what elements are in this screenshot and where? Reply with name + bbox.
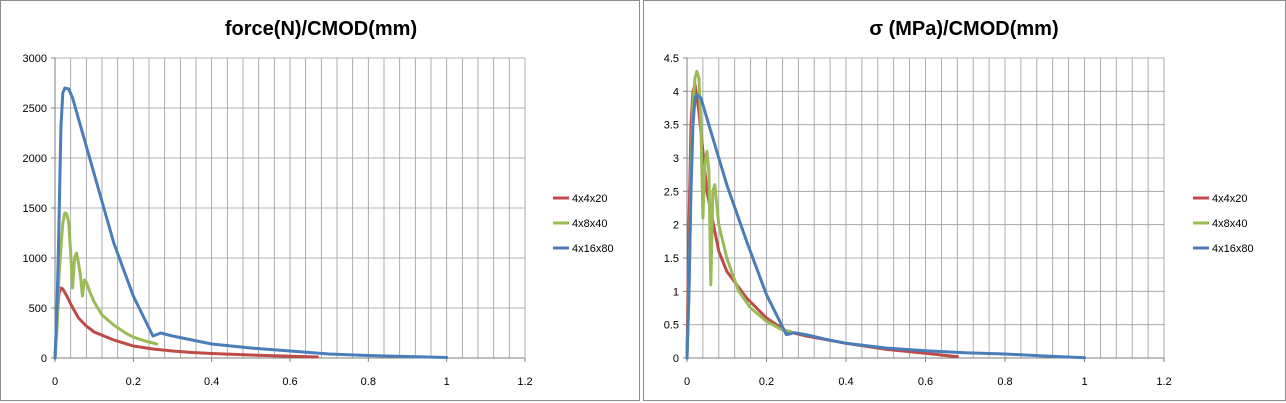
y-tick-label: 4.5 xyxy=(664,53,679,65)
y-tick-label: 1.5 xyxy=(664,253,679,265)
chart-force-cmod: force(N)/CMOD(mm) 0 500 1000 1500 2000 2500 300… xyxy=(23,18,614,388)
legend-label: 4x8x40 xyxy=(1212,218,1247,230)
y-tick-label: 2000 xyxy=(23,153,47,165)
series-line-4x8x40 xyxy=(685,69,792,360)
y-tick-label: 2 xyxy=(673,220,679,232)
legend-label: 4x8x40 xyxy=(572,218,607,230)
legend-label: 4x16x80 xyxy=(572,243,614,255)
y-tick-label: 2500 xyxy=(23,103,47,115)
legend-label: 4x4x20 xyxy=(1212,193,1247,205)
y-tick-label: 4 xyxy=(673,86,679,98)
gridlines xyxy=(687,57,1165,358)
y-tick-label: 3000 xyxy=(23,53,47,65)
legend-label: 4x16x80 xyxy=(1212,243,1254,255)
x-tick-label: 1.2 xyxy=(1156,376,1171,388)
y-tick-label: 3 xyxy=(673,153,679,165)
x-tick-label: 1.2 xyxy=(517,376,532,388)
x-tick-label: 1 xyxy=(1081,376,1087,388)
y-tick-label: 3.5 xyxy=(664,120,679,132)
x-tick-label: 0.8 xyxy=(997,376,1012,388)
chart-title: σ (MPa)/CMOD(mm) xyxy=(869,18,1058,40)
y-tick-label: 0.5 xyxy=(664,320,679,332)
series-line-4x4x20 xyxy=(685,83,959,360)
chart-panel-force: force(N)/CMOD(mm) 0 500 1000 1500 2000 2500 300… xyxy=(0,0,640,401)
x-tick-label: 0.4 xyxy=(204,376,219,388)
y-tick-label: 1000 xyxy=(23,253,47,265)
y-tick-label: 1500 xyxy=(23,203,47,215)
series-line-4x16x80 xyxy=(685,93,1086,360)
legend: 4x4x20 4x8x40 4x16x80 xyxy=(553,193,614,255)
series-line-4x8x40 xyxy=(53,211,159,360)
x-tick-label: 0.6 xyxy=(918,376,933,388)
legend: 4x4x20 4x8x40 4x16x80 xyxy=(1193,193,1254,255)
gridlines xyxy=(55,57,526,358)
chart-stress-cmod: σ (MPa)/CMOD(mm) 0 0.5 1 1.5 2 2.5 3 3.5 4 4.5 0 0.2… xyxy=(664,18,1254,388)
chart-panel-stress: σ (MPa)/CMOD(mm) 0 0.5 1 1.5 2 2.5 3 3.5 4 4.5 0 0.2… xyxy=(643,0,1286,401)
y-tick-label: 0 xyxy=(41,353,47,365)
y-tick-label: 1 xyxy=(673,286,679,298)
x-tick-label: 0.4 xyxy=(838,376,853,388)
series-line-4x16x80 xyxy=(53,86,449,360)
x-tick-label: 1 xyxy=(444,376,450,388)
x-tick-label: 0.2 xyxy=(126,376,141,388)
y-tick-label: 0 xyxy=(673,353,679,365)
x-tick-label: 0.6 xyxy=(282,376,297,388)
x-tick-label: 0.2 xyxy=(759,376,774,388)
series-line-4x4x20 xyxy=(53,286,319,360)
x-tick-label: 0 xyxy=(52,376,58,388)
x-tick-label: 0.8 xyxy=(361,376,376,388)
y-tick-label: 500 xyxy=(29,303,47,315)
x-tick-label: 0 xyxy=(684,376,690,388)
y-tick-label: 2.5 xyxy=(664,186,679,198)
chart-title: force(N)/CMOD(mm) xyxy=(225,18,417,40)
legend-label: 4x4x20 xyxy=(572,193,607,205)
